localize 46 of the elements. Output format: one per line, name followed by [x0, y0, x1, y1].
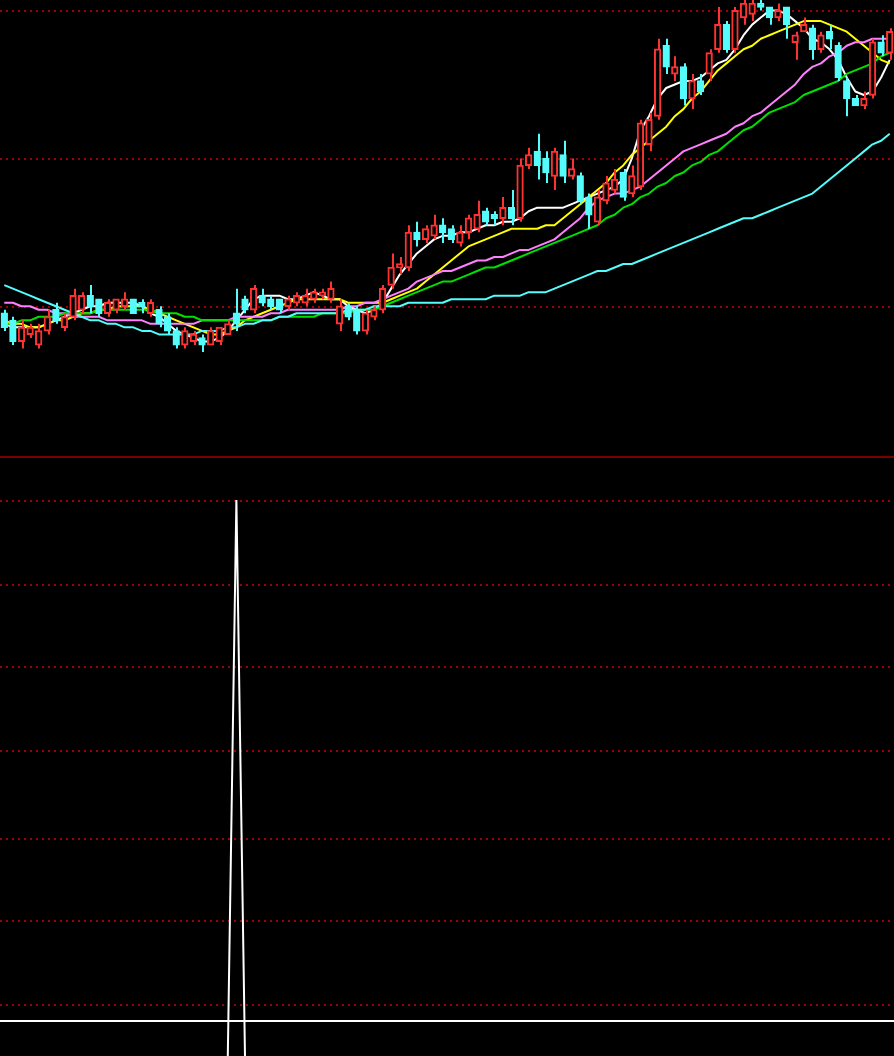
candlestick — [619, 167, 627, 202]
candlestick — [679, 62, 688, 107]
candlestick — [335, 298, 344, 332]
candlestick — [43, 308, 51, 336]
candlestick — [765, 6, 774, 26]
candlestick — [843, 76, 851, 118]
candlestick — [499, 196, 507, 227]
candlestick — [9, 315, 17, 346]
candlestick — [60, 312, 69, 332]
candlestick — [430, 213, 438, 241]
candlestick — [507, 189, 516, 227]
candlestick — [103, 298, 112, 318]
candlestick — [224, 319, 232, 336]
candlestick — [550, 146, 559, 192]
candlestick — [86, 284, 94, 315]
candlestick — [327, 280, 335, 304]
candlestick — [593, 189, 602, 227]
candlestick — [421, 224, 430, 244]
candlestick — [662, 37, 670, 75]
candlestick — [181, 326, 189, 350]
candlestick — [817, 30, 825, 54]
candlestick — [722, 20, 731, 54]
candlestick — [447, 224, 455, 244]
candlestick — [671, 55, 679, 82]
candlestick — [559, 139, 567, 185]
candlestick — [877, 34, 885, 58]
candlestick — [387, 252, 395, 290]
candlestick — [35, 322, 43, 350]
candlestick — [206, 326, 215, 346]
candlestick — [782, 6, 791, 40]
candlestick — [26, 322, 34, 339]
candlestick — [95, 298, 103, 318]
candlestick — [473, 199, 481, 234]
candlestick — [413, 220, 421, 248]
candlestick — [791, 30, 799, 61]
candlestick — [52, 301, 60, 325]
candlestick — [155, 305, 163, 329]
candlestick — [516, 157, 524, 223]
candlestick — [146, 298, 155, 318]
candlestick — [567, 157, 576, 181]
candlestick — [69, 287, 77, 322]
candlestick — [688, 72, 696, 111]
candlestick — [731, 6, 739, 54]
candlestick — [456, 224, 464, 248]
candlestick — [696, 72, 705, 97]
candlestick — [284, 294, 292, 311]
